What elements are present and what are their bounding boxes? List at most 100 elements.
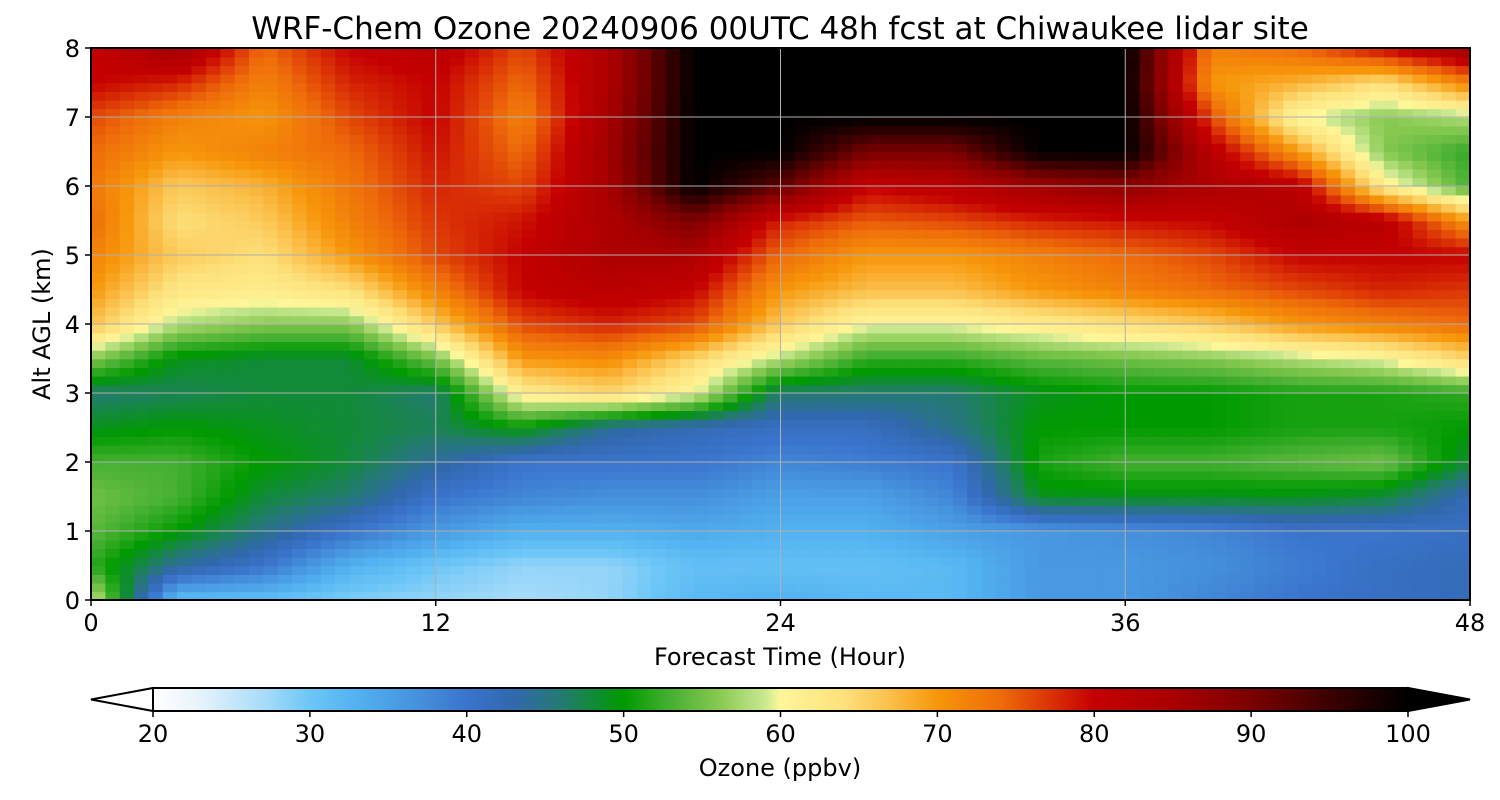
heatmap-cell xyxy=(392,315,408,325)
heatmap-cell xyxy=(593,99,609,110)
heatmap-cell xyxy=(780,255,796,265)
heatmap-cell xyxy=(1168,117,1184,127)
heatmap-cell xyxy=(1197,565,1213,575)
heatmap-cell xyxy=(737,565,753,575)
heatmap-cell xyxy=(407,375,423,386)
heatmap-cell xyxy=(191,332,207,343)
heatmap-cell xyxy=(1039,306,1055,317)
heatmap-cell xyxy=(1168,82,1184,92)
heatmap-cell xyxy=(435,48,451,58)
heatmap-cell xyxy=(177,496,193,506)
heatmap-cell xyxy=(622,177,638,187)
heatmap-cell xyxy=(464,556,480,567)
heatmap-cell xyxy=(335,298,351,308)
heatmap-cell xyxy=(1039,496,1055,506)
heatmap-cell xyxy=(407,315,423,325)
heatmap-cell xyxy=(1010,151,1026,161)
heatmap-cell xyxy=(694,82,710,92)
heatmap-cell xyxy=(378,91,394,101)
heatmap-cell xyxy=(995,134,1012,144)
heatmap-cell xyxy=(909,73,925,84)
heatmap-cell xyxy=(450,91,466,101)
heatmap-cell xyxy=(134,186,150,196)
heatmap-cell xyxy=(1039,453,1055,463)
heatmap-cell xyxy=(636,229,653,239)
heatmap-cell xyxy=(852,142,868,153)
heatmap-cell xyxy=(981,65,997,75)
heatmap-cell xyxy=(378,565,394,575)
heatmap-cell xyxy=(421,272,437,282)
heatmap-cell xyxy=(651,462,667,472)
heatmap-cell xyxy=(565,246,581,256)
heatmap-cell xyxy=(1182,48,1198,58)
heatmap-cell xyxy=(335,56,351,67)
heatmap-cell xyxy=(636,531,653,541)
heatmap-cell xyxy=(550,315,566,325)
heatmap-cell xyxy=(636,289,653,299)
heatmap-cell xyxy=(1168,565,1184,575)
heatmap-cell xyxy=(766,453,782,463)
heatmap-cell xyxy=(1096,48,1112,58)
heatmap-cell xyxy=(478,582,494,593)
heatmap-cell xyxy=(464,134,480,144)
heatmap-cell xyxy=(1096,65,1112,75)
heatmap-cell xyxy=(205,220,222,230)
heatmap-cell xyxy=(435,384,451,394)
heatmap-cell xyxy=(306,151,322,161)
heatmap-cell xyxy=(593,548,609,558)
heatmap-cell xyxy=(895,487,911,498)
heatmap-cell xyxy=(1024,496,1040,506)
heatmap-cell xyxy=(679,117,696,127)
heatmap-cell xyxy=(622,134,638,144)
heatmap-cell xyxy=(1024,229,1040,239)
heatmap-cell xyxy=(292,280,308,291)
heatmap-cell xyxy=(306,229,322,239)
heatmap-cell xyxy=(794,65,811,75)
heatmap-cell xyxy=(895,177,911,187)
heatmap-cell xyxy=(91,418,107,429)
heatmap-cell xyxy=(852,289,868,299)
heatmap-cell xyxy=(507,255,523,265)
heatmap-cell xyxy=(924,505,940,515)
heatmap-cell xyxy=(392,237,408,248)
heatmap-cell xyxy=(1010,436,1026,446)
heatmap-cell xyxy=(464,108,480,118)
heatmap-cell xyxy=(895,203,911,213)
heatmap-cell xyxy=(392,332,408,343)
heatmap-cell xyxy=(809,160,825,170)
heatmap-cell xyxy=(852,565,868,575)
heatmap-cell xyxy=(320,280,336,291)
heatmap-cell xyxy=(995,556,1012,567)
heatmap-cell xyxy=(952,255,969,265)
heatmap-cell xyxy=(421,513,437,524)
heatmap-cell xyxy=(306,203,322,213)
heatmap-cell xyxy=(191,108,207,118)
heatmap-cell xyxy=(1010,591,1026,600)
heatmap-cell xyxy=(91,289,107,299)
heatmap-cell xyxy=(292,65,308,75)
heatmap-cell xyxy=(277,401,293,412)
heatmap-cell xyxy=(579,280,595,291)
heatmap-cell xyxy=(837,280,854,291)
heatmap-cell xyxy=(852,237,868,248)
heatmap-cell xyxy=(292,358,308,368)
heatmap-cell xyxy=(550,479,566,489)
heatmap-cell xyxy=(1010,108,1026,118)
heatmap-cell xyxy=(938,91,954,101)
heatmap-cell xyxy=(91,436,107,446)
heatmap-cell xyxy=(306,306,322,317)
heatmap-cell xyxy=(335,375,351,386)
heatmap-cell xyxy=(1110,505,1127,515)
heatmap-cell xyxy=(938,289,954,299)
heatmap-cell xyxy=(737,444,753,455)
heatmap-cell xyxy=(191,393,207,403)
heatmap-cell xyxy=(91,194,107,205)
heatmap-cell xyxy=(464,280,480,291)
heatmap-cell xyxy=(708,513,724,524)
heatmap-cell xyxy=(450,539,466,550)
heatmap-cell xyxy=(1082,479,1098,489)
heatmap-cell xyxy=(895,410,911,420)
heatmap-cell xyxy=(162,48,178,58)
heatmap-cell xyxy=(924,186,940,196)
heatmap-cell xyxy=(651,229,667,239)
